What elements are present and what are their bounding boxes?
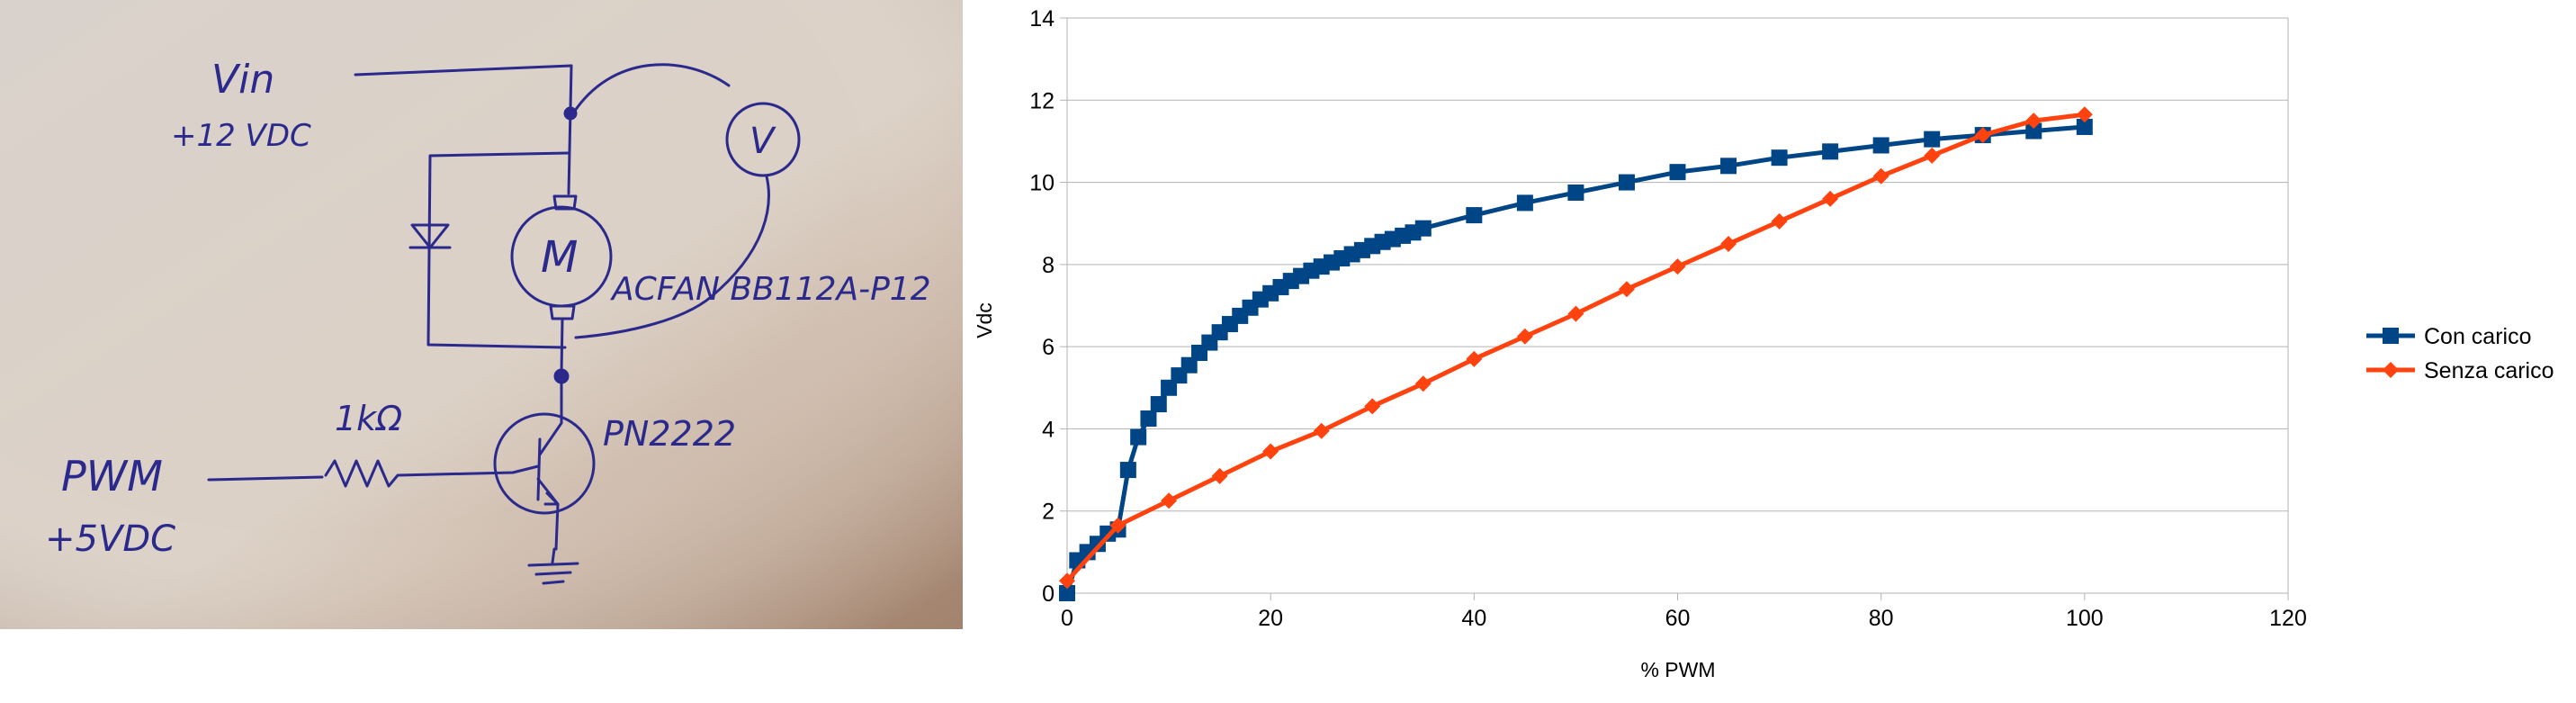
line-chart: 0 2 4 6 8 10 12 14 0 20 40 60 80 100 120 Vdc % PWM Con…: [973, 6, 2554, 681]
legend-label-con-carico: Con carico: [2424, 324, 2532, 349]
data-point-diamond: [1872, 167, 1889, 185]
data-point-square: [2076, 118, 2093, 135]
y-tick-label: 0: [1042, 581, 1055, 607]
data-point-diamond: [1313, 422, 1330, 439]
resistor-icon: [324, 459, 540, 488]
sketch-vin-value: +12 VDC: [171, 118, 311, 154]
x-tick-label: 80: [1869, 606, 1894, 631]
legend-item-con-carico: Con carico: [2366, 324, 2532, 349]
data-point-square: [1130, 428, 1147, 446]
data-point-diamond: [1720, 236, 1737, 253]
data-point-diamond: [1414, 375, 1432, 392]
y-tick-label: 10: [1029, 171, 1055, 196]
vin-wire: [354, 64, 573, 77]
y-axis-title: Vdc: [973, 302, 996, 338]
flyback-wire: [426, 151, 570, 349]
data-point-diamond: [1924, 147, 1941, 164]
x-tick-label: 60: [1665, 606, 1691, 631]
series-layer: [1059, 106, 2093, 601]
data-point-square: [1618, 174, 1635, 191]
axis-layer: 0 2 4 6 8 10 12 14 0 20 40 60 80 100 120: [1029, 6, 2307, 631]
data-point-square: [1669, 164, 1686, 181]
meter-lead-top: [571, 63, 731, 115]
x-tick-label: 20: [1258, 606, 1283, 631]
data-point-diamond: [1364, 398, 1381, 415]
series-senza-carico: [1059, 106, 2093, 590]
data-point-diamond: [1974, 127, 1991, 144]
legend-label-senza-carico: Senza carico: [2424, 358, 2554, 383]
data-point-square: [1872, 137, 1889, 154]
data-point-diamond: [1516, 328, 1533, 345]
data-point-square: [1924, 131, 1941, 148]
data-point-square: [1771, 149, 1788, 167]
motor-collector-wire: [560, 317, 564, 375]
data-point-square: [1150, 396, 1167, 413]
voltmeter-icon: [725, 102, 801, 177]
sketch-pwm-label: PWM: [61, 452, 163, 500]
data-point-square: [1567, 184, 1584, 201]
data-point-diamond: [1466, 350, 1483, 367]
data-point-square: [1414, 220, 1432, 237]
legend-item-senza-carico: Senza carico: [2366, 358, 2554, 383]
legend: Con carico Senza carico: [2366, 324, 2554, 383]
series-con-carico: [1059, 118, 2093, 601]
y-tick-label: 2: [1042, 500, 1055, 525]
data-point-diamond: [1161, 492, 1178, 509]
x-axis-title: % PWM: [1640, 658, 1715, 681]
data-point-square: [1161, 379, 1178, 396]
x-tick-label: 100: [2066, 606, 2104, 631]
chart-panel: 0 2 4 6 8 10 12 14 0 20 40 60 80 100 120 Vdc % PWM Con…: [963, 0, 2576, 703]
data-point-diamond: [2076, 106, 2093, 123]
data-point-diamond: [1211, 467, 1228, 484]
sketch-fan-model: ACFAN BB112A-P12: [610, 271, 931, 308]
y-tick-label: 4: [1042, 417, 1055, 442]
y-tick-label: 14: [1029, 6, 1055, 32]
legend-diamond-icon: [2383, 362, 2399, 378]
data-point-square: [1466, 207, 1483, 224]
data-point-square: [1720, 158, 1737, 175]
sketch-motor-label: M: [541, 232, 578, 283]
data-point-square: [1822, 143, 1839, 160]
data-point-diamond: [1771, 212, 1788, 230]
sketch-resistor-label: 1kΩ: [335, 399, 402, 438]
sketch-pwm-value: +5VDC: [45, 518, 175, 560]
data-point-diamond: [1669, 258, 1686, 275]
legend-square-icon: [2383, 328, 2399, 344]
pwm-wire: [207, 475, 324, 482]
meter-lead-bottom: [574, 175, 770, 339]
x-tick-label: 120: [2269, 606, 2307, 631]
y-tick-label: 8: [1042, 253, 1055, 278]
sketch-vin-label: Vin: [211, 57, 274, 103]
data-point-diamond: [1109, 517, 1126, 534]
supply-wire: [567, 64, 573, 195]
data-point-diamond: [1059, 572, 1075, 590]
data-point-square: [1516, 194, 1533, 212]
data-point-square: [1119, 462, 1136, 479]
x-tick-label: 40: [1461, 606, 1486, 631]
x-tick-label: 0: [1061, 606, 1073, 631]
transistor-icon: [493, 412, 596, 515]
circuit-sketch-photo: Vin +12 VDC V M ACFAN BB112A-P12 1kΩ PN2…: [0, 0, 963, 629]
junction-dot-top: [563, 106, 578, 121]
data-point-square: [2025, 122, 2042, 140]
data-point-square: [1180, 356, 1198, 374]
diode-icon: [408, 223, 452, 249]
data-point-square: [1140, 410, 1157, 428]
y-tick-label: 12: [1029, 88, 1055, 113]
sketch-meter-label: V: [749, 121, 776, 162]
data-point-diamond: [2025, 113, 2042, 130]
data-point-diamond: [1618, 281, 1635, 298]
circuit-sketch: Vin +12 VDC V M ACFAN BB112A-P12 1kΩ PN2…: [0, 0, 963, 629]
ground-icon: [527, 547, 579, 585]
sketch-transistor-label: PN2222: [603, 414, 736, 454]
data-point-diamond: [1567, 305, 1584, 322]
data-point-square: [1059, 585, 1075, 601]
y-tick-label: 6: [1042, 335, 1055, 360]
data-point-diamond: [1822, 190, 1839, 207]
data-point-diamond: [1262, 443, 1279, 460]
